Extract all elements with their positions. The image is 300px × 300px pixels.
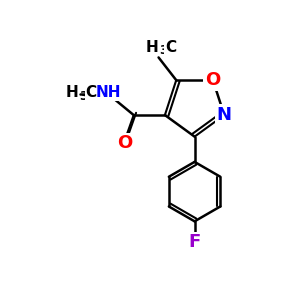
Text: F: F bbox=[188, 233, 201, 251]
Text: C: C bbox=[85, 85, 97, 100]
Text: 3: 3 bbox=[80, 90, 88, 103]
Text: N: N bbox=[217, 106, 232, 124]
Text: NH: NH bbox=[96, 85, 121, 100]
Text: C: C bbox=[165, 40, 176, 55]
Text: H: H bbox=[146, 40, 159, 55]
Text: H: H bbox=[66, 85, 79, 100]
Text: 3: 3 bbox=[159, 44, 168, 57]
Text: O: O bbox=[117, 134, 132, 152]
Text: O: O bbox=[205, 71, 220, 89]
